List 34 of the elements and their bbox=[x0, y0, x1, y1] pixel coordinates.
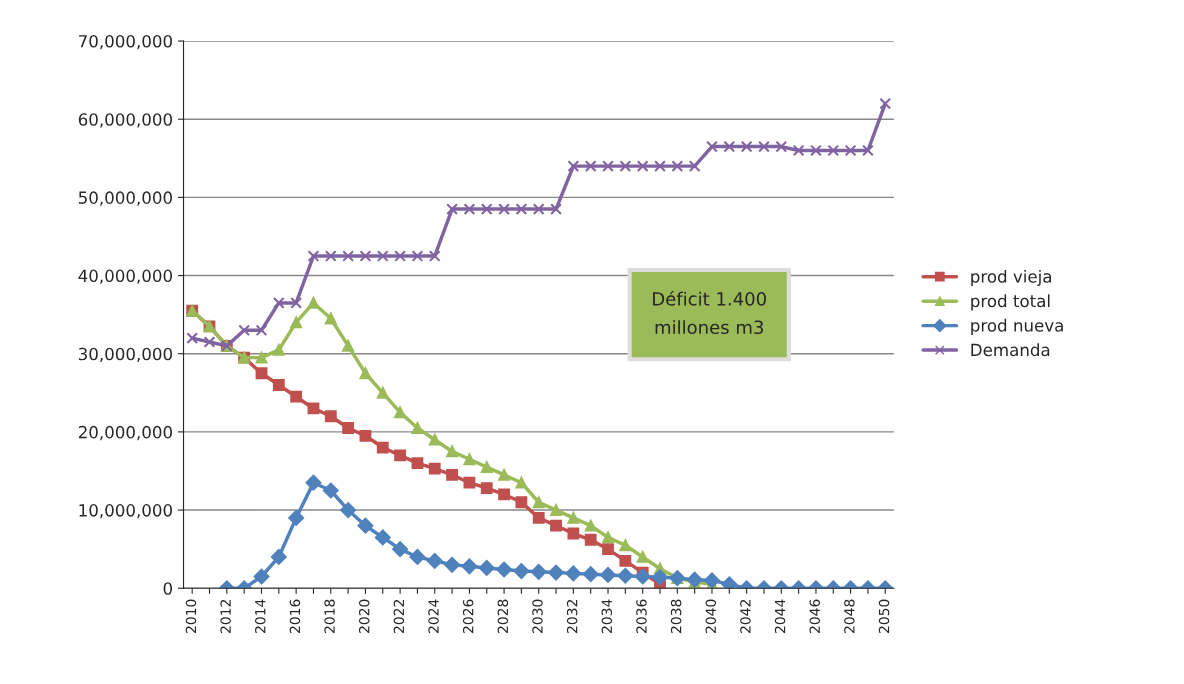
y-tick-label: 70,000,000 bbox=[79, 35, 172, 50]
legend-label: prod vieja bbox=[971, 269, 1051, 287]
x-tick-label: 2028 bbox=[497, 599, 509, 633]
x-tick-label: 2040 bbox=[705, 599, 717, 633]
y-tick-label: 20,000,000 bbox=[78, 425, 172, 441]
x-tick-label: 2050 bbox=[878, 599, 890, 633]
x-tick-label: 2042 bbox=[740, 600, 751, 633]
x-tick-label: 2020 bbox=[358, 599, 370, 633]
x-tick-label: 2024 bbox=[428, 599, 439, 633]
y-tick-label: 30,000,000 bbox=[78, 347, 172, 362]
x-tick-label: 2014 bbox=[255, 599, 266, 633]
x-tick-label: 2016 bbox=[289, 599, 301, 633]
y-tick-label: 40,000,000 bbox=[78, 269, 172, 284]
legend-label: prod nueva bbox=[971, 318, 1063, 335]
x-tick-label: 2046 bbox=[809, 599, 820, 633]
x-tick-label: 2010 bbox=[185, 599, 197, 633]
x-tick-label: 2036 bbox=[636, 599, 647, 633]
legend-label: prod total bbox=[971, 294, 1050, 311]
x-tick-label: 2038 bbox=[670, 599, 682, 633]
x-tick-label: 2018 bbox=[324, 599, 335, 633]
x-tick-label: 2044 bbox=[774, 599, 786, 633]
x-tick-label: 2048 bbox=[844, 599, 855, 633]
legend-label: Demanda bbox=[971, 343, 1050, 357]
x-tick-label: 2022 bbox=[393, 600, 405, 633]
annotation: Déficit 1.400 millones m3 bbox=[653, 290, 766, 335]
y-tick-label: 50,000,000 bbox=[78, 191, 172, 206]
x-tick-label: 2034 bbox=[601, 599, 613, 633]
x-tick-label: 2032 bbox=[566, 600, 578, 633]
y-tick-label: 0 bbox=[163, 582, 172, 595]
x-tick-label: 2030 bbox=[532, 599, 543, 633]
x-tick-label: 2012 bbox=[220, 600, 231, 633]
y-tick-label: 60,000,000 bbox=[78, 113, 172, 128]
x-tick-label: 2026 bbox=[462, 599, 474, 633]
y-tick-label: 10,000,000 bbox=[79, 504, 172, 519]
